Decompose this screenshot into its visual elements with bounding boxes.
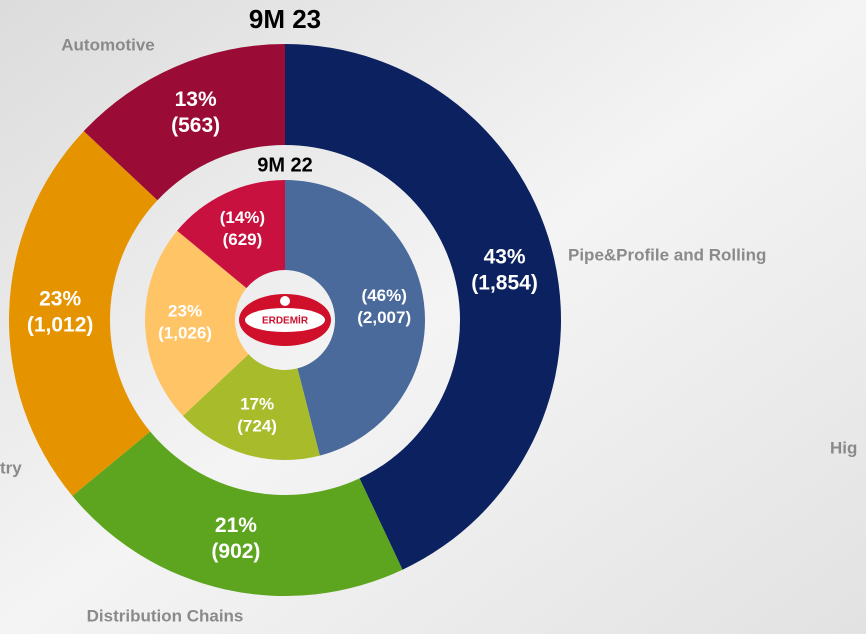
- value-label: 21%: [215, 514, 257, 537]
- donut-segment: [83, 44, 285, 201]
- logo-inner: [245, 308, 325, 332]
- donut-segment: [285, 44, 562, 570]
- donut-segment: [182, 354, 320, 460]
- amount-label: (563): [171, 114, 220, 137]
- donut-segment: [9, 131, 158, 496]
- value-label: 17%: [240, 395, 274, 414]
- amount-label: (1,012): [27, 313, 94, 336]
- value-label: 13%: [175, 88, 217, 111]
- donut-segment: [72, 431, 403, 596]
- value-label: 43%: [484, 245, 526, 268]
- donut-segment: [145, 230, 249, 416]
- donut-segment: [177, 180, 285, 289]
- value-label: (14%): [220, 208, 265, 227]
- category-label: Automotive: [61, 35, 155, 54]
- logo-text: ERDEMİR: [262, 314, 309, 327]
- value-label: 23%: [39, 287, 81, 310]
- inner-title: 9M 22: [257, 154, 313, 176]
- amount-label: (724): [237, 417, 277, 436]
- amount-label: (2,007): [357, 308, 411, 327]
- amount-label: (629): [223, 230, 263, 249]
- annotation: Hig: [830, 438, 857, 457]
- amount-label: (902): [211, 540, 260, 563]
- donut-segment: [285, 179, 426, 456]
- category-label: Pipe&Profile and Rolling: [568, 245, 766, 264]
- category-label: try: [0, 458, 22, 477]
- logo-dot: [280, 296, 290, 306]
- outer-title: 9M 23: [249, 4, 321, 34]
- amount-label: (1,026): [158, 324, 212, 343]
- value-label: 23%: [168, 302, 202, 321]
- category-label: Distribution Chains: [87, 606, 244, 625]
- amount-label: (1,854): [471, 271, 538, 294]
- value-label: (46%): [362, 286, 407, 305]
